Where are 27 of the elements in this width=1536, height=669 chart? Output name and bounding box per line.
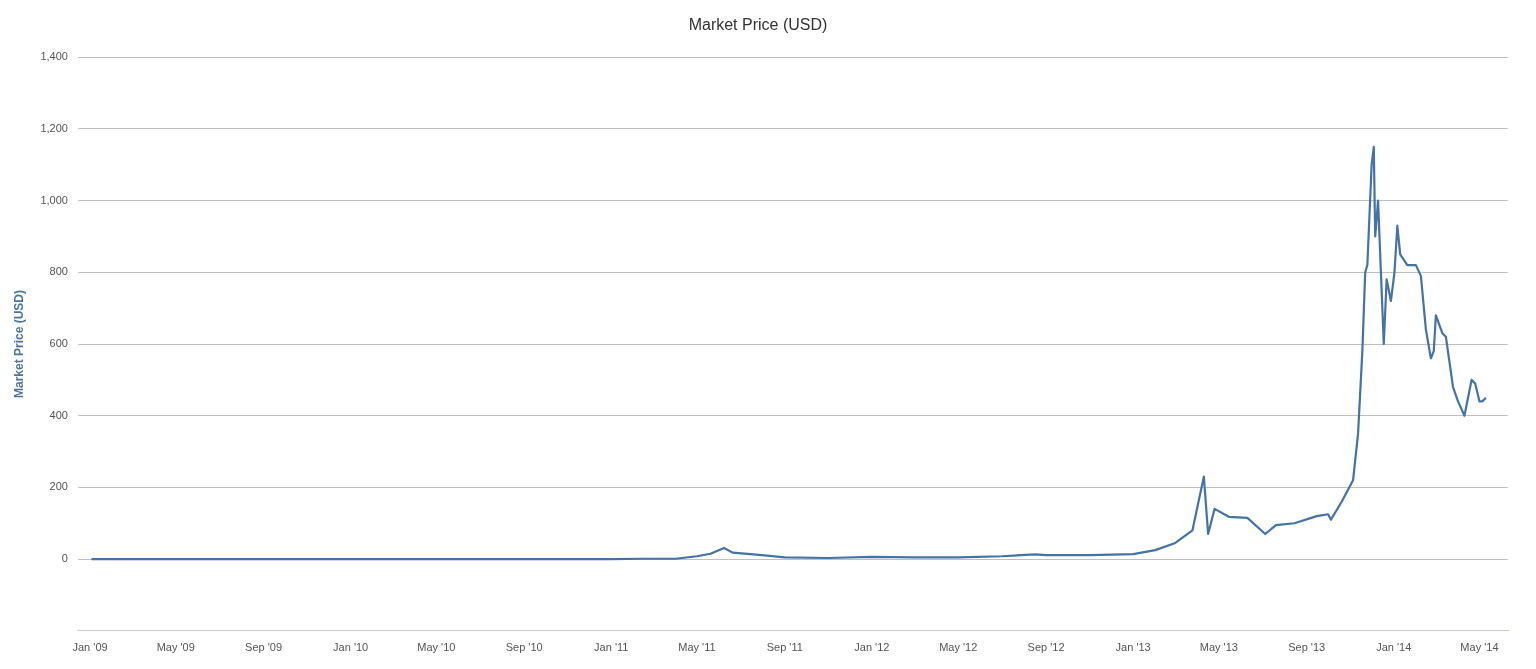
y-axis-title: Market Price (USD) <box>11 289 26 399</box>
y-tick-label: 400 <box>49 408 68 421</box>
x-tick-label: Jan '14 <box>1376 641 1412 654</box>
x-tick-label: Jan '13 <box>1115 641 1151 654</box>
x-tick-label: May '11 <box>678 641 716 654</box>
x-tick-label: May '13 <box>1199 641 1238 654</box>
x-tick-label: May '12 <box>939 641 978 654</box>
y-tick-label: 600 <box>49 337 68 350</box>
x-tick-label: Jan '10 <box>333 641 369 654</box>
x-tick-label: May '14 <box>1460 641 1499 654</box>
x-tick-label: Jan '11 <box>594 641 629 654</box>
y-tick-label: 1,400 <box>40 50 68 63</box>
y-tick-label: 200 <box>49 480 68 493</box>
x-tick-label: Jan '09 <box>72 641 108 654</box>
x-tick-label: Sep '11 <box>766 641 803 654</box>
y-tick-label: 1,200 <box>40 121 68 134</box>
x-tick-label: Sep '09 <box>245 641 283 654</box>
x-tick-label: Jan '12 <box>854 641 890 654</box>
x-tick-label: Sep '13 <box>1288 641 1326 654</box>
x-tick-label: May '09 <box>156 641 195 654</box>
chart-title: Market Price (USD) <box>688 16 828 34</box>
x-tick-label: Sep '12 <box>1027 641 1065 654</box>
y-tick-label: 1,000 <box>40 193 68 206</box>
x-tick-label: Sep '10 <box>505 641 543 654</box>
y-tick-label: 800 <box>49 265 68 278</box>
y-tick-label: 0 <box>61 552 68 565</box>
x-tick-label: May '10 <box>417 641 456 654</box>
